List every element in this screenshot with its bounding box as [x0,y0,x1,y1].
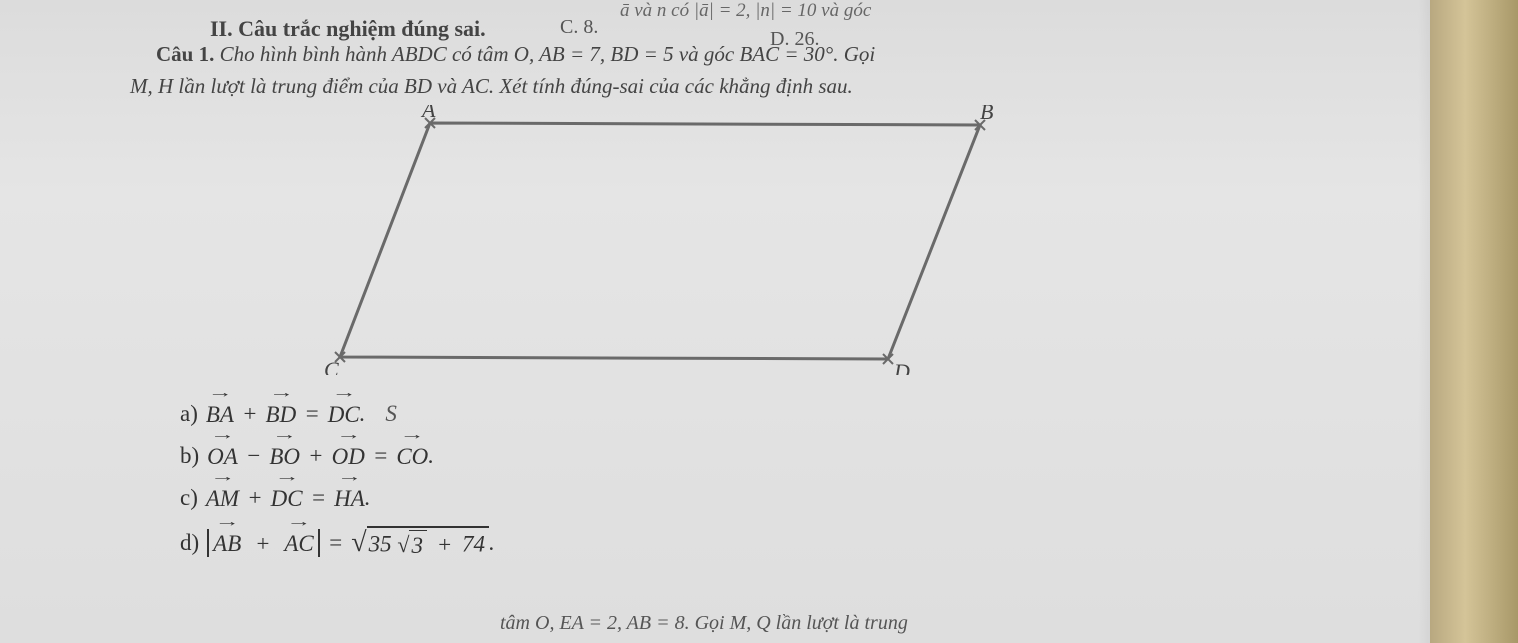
option-b-suffix: . [428,443,434,469]
option-d-math: AB + AC = √ 35 √ 3 + 74 [207,526,495,559]
paper-surface: ā và n có |ā| = 2, |n| = 10 và góc II. C… [0,0,1430,643]
vec-am: AM [206,484,239,512]
option-a-suffix: . [360,401,366,427]
svg-text:C: C [324,357,339,375]
op-plus-inner: + [437,532,453,557]
page-edge [1430,0,1518,643]
question-prefix: Câu 1. [156,42,220,66]
handwritten-s: S [385,401,397,427]
svg-text:A: A [420,105,436,122]
num-74: 74 [462,532,485,557]
option-a-math: BA + BD = DC . S [206,400,397,428]
abs-group: AB + AC [207,529,320,557]
op-eq-b: = [373,443,389,469]
coef-35: 35 [369,532,392,557]
op-minus: − [246,443,262,469]
option-b-math: OA − BO + OD = CO . [207,442,434,470]
vec-bd: BD [266,400,297,428]
outer-sqrt: √ 35 √ 3 + 74 [351,526,489,559]
op-eq-c: = [311,485,327,511]
op-plus-d: + [255,531,271,556]
question-line-1: Câu 1. Cho hình bình hành ABDC có tâm O,… [156,42,1356,67]
vec-ac: AC [284,529,313,557]
option-b: b) OA − BO + OD = CO . [180,442,495,470]
option-c-suffix: . [365,485,371,511]
question-text-1: Cho hình bình hành ABDC có tâm O, AB = 7… [220,42,876,66]
op-plus-c: + [247,485,263,511]
vec-ha: HA [334,484,365,512]
inner-sqrt-content: 3 [409,530,427,559]
vec-od: OD [332,442,365,470]
vec-co: CO [396,442,428,470]
vec-ab: AB [213,529,241,557]
vec-oa: OA [207,442,238,470]
vec-dc-c: DC [271,484,303,512]
option-a: a) BA + BD = DC . S [180,400,495,428]
outer-sqrt-content: 35 √ 3 + 74 [367,526,489,559]
op-plus: + [242,401,258,427]
option-b-label: b) [180,443,199,469]
parallelogram-figure: A B C D [310,105,1030,375]
svg-text:B: B [980,105,993,124]
vec-ba: BA [206,400,234,428]
vec-bo: BO [269,442,300,470]
inner-sqrt: √ 3 [397,530,427,559]
parallelogram-svg: A B C D [310,105,1030,375]
option-list: a) BA + BD = DC . S b) OA − BO + OD = CO… [180,400,495,573]
option-d-suffix: . [489,530,495,556]
sqrt-sign-outer: √ [351,527,366,559]
option-c: c) AM + DC = HA . [180,484,495,512]
option-c-label: c) [180,485,198,511]
option-d-label: d) [180,530,199,556]
op-plus-b: + [308,443,324,469]
vec-dc: DC [328,400,360,428]
op-eq: = [304,401,320,427]
section-title: II. Câu trắc nghiệm đúng sai. [210,16,486,42]
option-d: d) AB + AC = √ 35 √ 3 + [180,526,495,559]
op-eq-d: = [328,530,344,556]
sqrt-sign-inner: √ [397,532,409,558]
svg-text:D: D [893,359,910,375]
bottom-fragment-text: tâm O, EA = 2, AB = 8. Gọi M, Q lần lượt… [500,612,908,635]
top-fragment-text: ā và n có |ā| = 2, |n| = 10 và góc [620,0,871,22]
option-c-math: AM + DC = HA . [206,484,371,512]
option-a-label: a) [180,401,198,427]
question-line-2: M, H lần lượt là trung điểm của BD và AC… [130,74,1390,99]
top-option-c: C. 8. [560,16,598,39]
